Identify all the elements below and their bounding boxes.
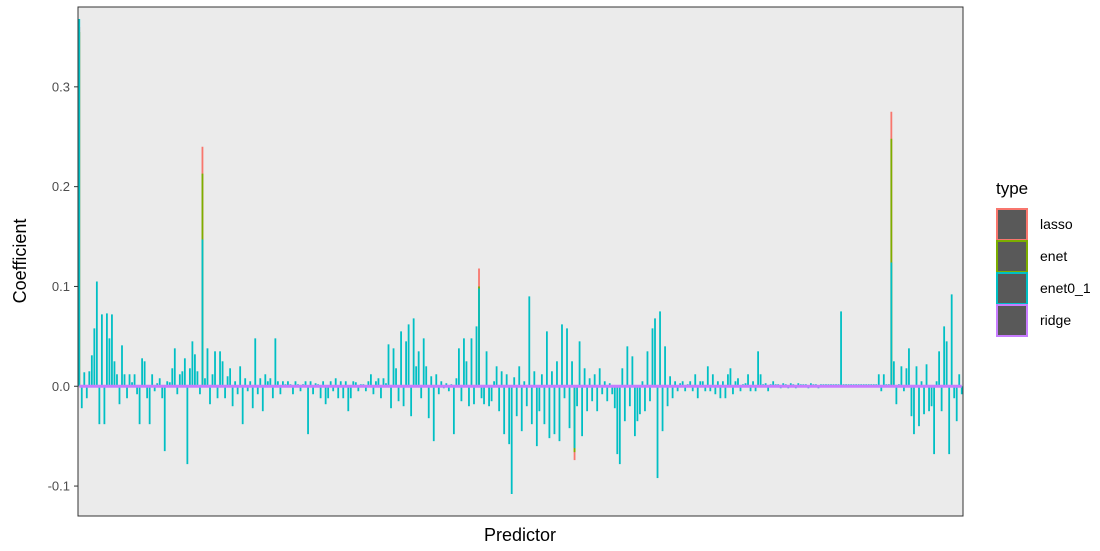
legend-key-enet (996, 240, 1028, 273)
legend-label-enet: enet (1040, 248, 1067, 264)
y-tick-label: -0.1 (48, 479, 70, 494)
legend-key-ridge (996, 304, 1028, 337)
panel-border (77, 6, 964, 517)
legend-label-lasso: lasso (1040, 216, 1073, 232)
legend-key-enet0_1 (996, 272, 1028, 305)
y-axis-title: Coefficient (10, 219, 30, 304)
legend-label-ridge: ridge (1040, 312, 1071, 328)
y-tick-label: 0.2 (52, 179, 70, 194)
y-tick-label: 0.3 (52, 79, 70, 94)
panel-background (78, 7, 963, 516)
y-tick-label: 0.0 (52, 379, 70, 394)
legend-label-enet0_1: enet0_1 (1040, 280, 1091, 296)
legend-key-lasso (996, 208, 1028, 241)
y-tick-label: 0.1 (52, 279, 70, 294)
bars-group (78, 18, 963, 495)
y-axis: -0.1 0.0 0.1 0.2 0.3 (48, 79, 78, 494)
legend-title: type (996, 179, 1028, 198)
x-axis-title: Predictor (484, 525, 556, 545)
